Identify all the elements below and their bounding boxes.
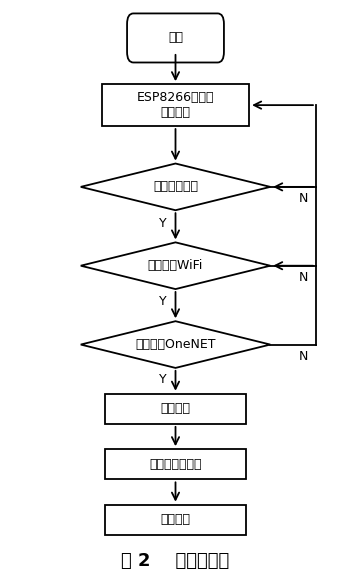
Bar (102, 84, 249, 126)
Polygon shape (81, 164, 270, 210)
Text: Y: Y (159, 217, 167, 230)
Bar (105, 505, 246, 535)
Text: N: N (299, 350, 308, 363)
Bar (105, 449, 246, 479)
Text: Y: Y (159, 373, 167, 386)
Polygon shape (81, 321, 270, 368)
Text: 开始: 开始 (168, 32, 183, 44)
Text: 是否连接OneNET: 是否连接OneNET (135, 338, 216, 351)
Text: N: N (299, 271, 308, 284)
Polygon shape (81, 242, 270, 289)
FancyBboxPatch shape (127, 13, 224, 62)
Text: 是否搜索成功: 是否搜索成功 (153, 180, 198, 193)
Text: 发送数据: 发送数据 (160, 402, 191, 415)
Text: Y: Y (159, 296, 167, 308)
Text: 图 2    系统初始化: 图 2 系统初始化 (121, 552, 230, 569)
Text: 接收并解析数据: 接收并解析数据 (149, 458, 202, 471)
Text: 是否连接WiFi: 是否连接WiFi (148, 259, 203, 272)
Text: 清除缓存: 清除缓存 (160, 513, 191, 526)
Text: N: N (299, 192, 308, 205)
Text: ESP8266上电，
搜索网络: ESP8266上电， 搜索网络 (137, 91, 214, 119)
Bar (105, 394, 246, 424)
